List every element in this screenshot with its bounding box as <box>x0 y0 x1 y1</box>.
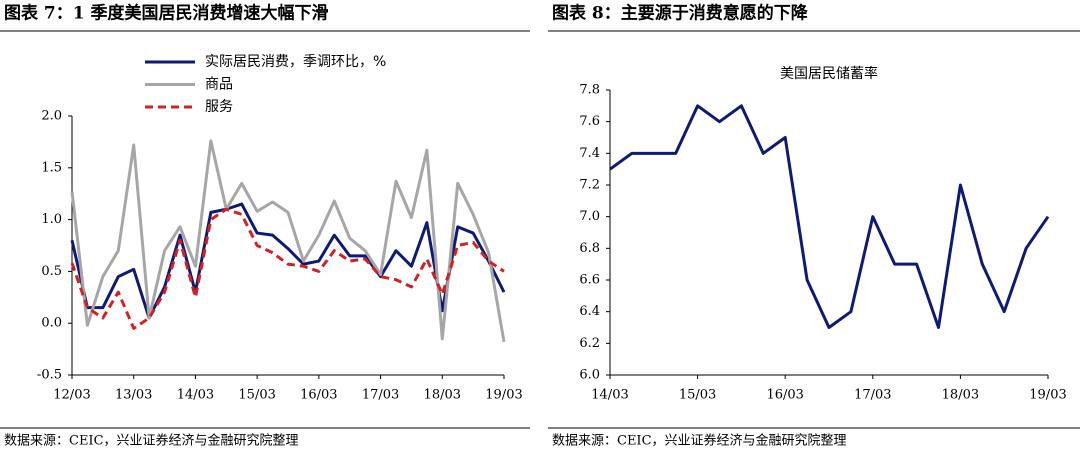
series-line <box>70 207 505 330</box>
series-label: 美国居民储蓄率 <box>780 65 878 82</box>
source-note: 数据来源：CEIC，兴业证券经济与金融研究院整理 <box>4 433 299 449</box>
x-tick-label: 17/03 <box>854 388 891 403</box>
y-tick-label: 6.4 <box>579 304 600 319</box>
x-tick-label: 18/03 <box>424 388 461 403</box>
y-tick-label: 6.8 <box>579 241 600 256</box>
x-tick-label: 19/03 <box>1029 388 1066 403</box>
x-tick-label: 15/03 <box>679 388 716 403</box>
y-tick-label: 7.8 <box>579 83 600 98</box>
y-tick-label: -0.5 <box>37 368 62 383</box>
source-note: 数据来源：CEIC，兴业证券经济与金融研究院整理 <box>552 433 847 449</box>
series-line <box>70 202 506 320</box>
x-tick-label: 13/03 <box>115 388 152 403</box>
y-tick-label: 7.2 <box>579 178 600 193</box>
y-tick-label: 7.0 <box>579 209 600 224</box>
x-tick-label: 14/03 <box>591 388 628 403</box>
y-tick-label: 0.0 <box>41 316 62 331</box>
series-line <box>70 139 506 343</box>
series-line <box>609 104 1050 329</box>
x-tick-label: 18/03 <box>942 388 979 403</box>
y-tick-label: 6.6 <box>579 273 600 288</box>
x-tick-label: 16/03 <box>300 388 337 403</box>
legend-label: 服务 <box>205 99 233 115</box>
y-tick-label: 1.0 <box>41 212 62 227</box>
y-tick-label: 1.5 <box>41 160 62 175</box>
y-tick-label: 0.5 <box>41 264 62 279</box>
y-tick-label: 7.4 <box>579 146 600 161</box>
x-tick-label: 16/03 <box>766 388 803 403</box>
x-tick-label: 12/03 <box>53 388 90 403</box>
y-tick-label: 2.0 <box>41 109 62 124</box>
x-tick-label: 15/03 <box>238 388 275 403</box>
y-tick-label: 7.6 <box>579 114 600 129</box>
legend-label: 实际居民消费，季调环比，% <box>205 54 386 70</box>
legend-label: 商品 <box>205 77 233 93</box>
chart-title: 图表 7：1 季度美国居民消费增速大幅下滑 <box>4 3 329 24</box>
chart-title: 图表 8：主要源于消费意愿的下降 <box>552 3 809 24</box>
x-tick-label: 17/03 <box>362 388 399 403</box>
y-tick-label: 6.2 <box>579 336 600 351</box>
x-tick-label: 19/03 <box>485 388 522 403</box>
y-tick-label: 6.0 <box>579 368 600 383</box>
x-tick-label: 14/03 <box>177 388 214 403</box>
